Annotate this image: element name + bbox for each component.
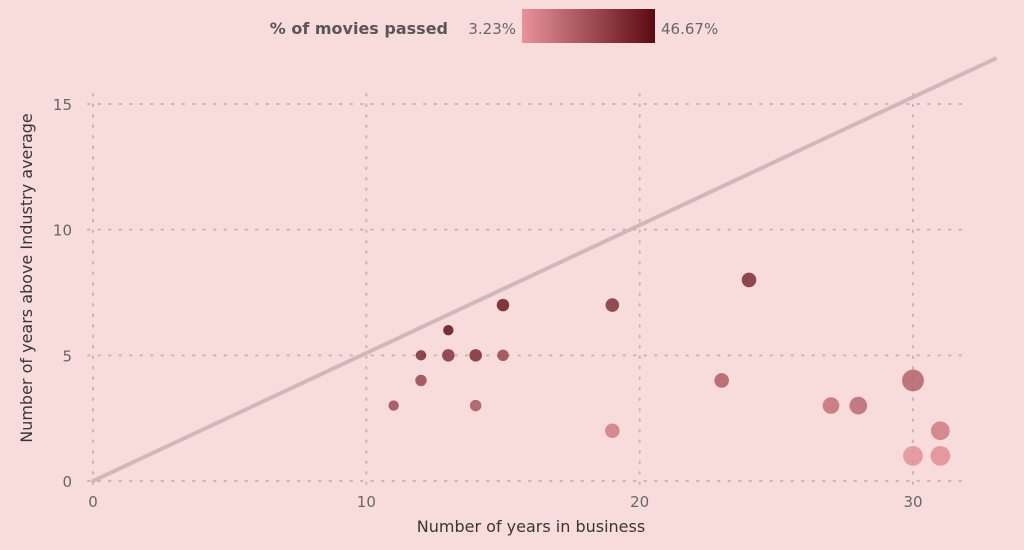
scatter-point[interactable]	[415, 374, 427, 387]
scatter-point[interactable]	[497, 349, 509, 362]
x-tick-label: 10	[357, 493, 376, 511]
color-legend: % of movies passed 3.23% 46.67%	[270, 9, 718, 43]
scatter-point[interactable]	[714, 373, 729, 388]
y-axis-title: Number of years above Industry average	[17, 113, 36, 443]
scatter-point[interactable]	[605, 298, 620, 312]
legend-gradient-bar	[522, 9, 655, 43]
x-tick-label: 0	[88, 493, 98, 511]
scatter-point[interactable]	[415, 350, 427, 361]
y-tick-label: 0	[62, 473, 72, 491]
legend-min-label: 3.23%	[468, 20, 516, 38]
scatter-point[interactable]	[930, 445, 951, 466]
scatter-point[interactable]	[469, 399, 482, 412]
scatter-point[interactable]	[741, 272, 757, 288]
scatter-point[interactable]	[822, 397, 840, 414]
gridlines	[87, 93, 969, 485]
axis-ticks: 0 5 10 15 0 10 20 30	[53, 96, 923, 511]
legend-title: % of movies passed	[270, 19, 448, 38]
data-points	[388, 272, 951, 466]
scatter-point[interactable]	[605, 423, 620, 439]
x-tick-label: 30	[903, 493, 922, 511]
scatter-point[interactable]	[903, 445, 923, 466]
scatter-point[interactable]	[496, 298, 510, 312]
scatter-point[interactable]	[442, 349, 455, 362]
scatter-point[interactable]	[388, 400, 399, 411]
scatter-point[interactable]	[849, 396, 868, 415]
reference-line-group	[91, 56, 997, 483]
scatter-point[interactable]	[930, 421, 950, 441]
legend-max-label: 46.67%	[661, 20, 718, 38]
scatter-point[interactable]	[469, 349, 482, 362]
reference-line	[91, 56, 997, 483]
y-tick-label: 10	[53, 222, 72, 240]
scatter-point[interactable]	[902, 369, 924, 392]
y-tick-label: 5	[62, 347, 72, 365]
scatter-point[interactable]	[443, 325, 454, 336]
y-tick-label: 15	[53, 96, 72, 114]
x-tick-label: 20	[630, 493, 649, 511]
x-axis-title: Number of years in business	[417, 517, 645, 536]
